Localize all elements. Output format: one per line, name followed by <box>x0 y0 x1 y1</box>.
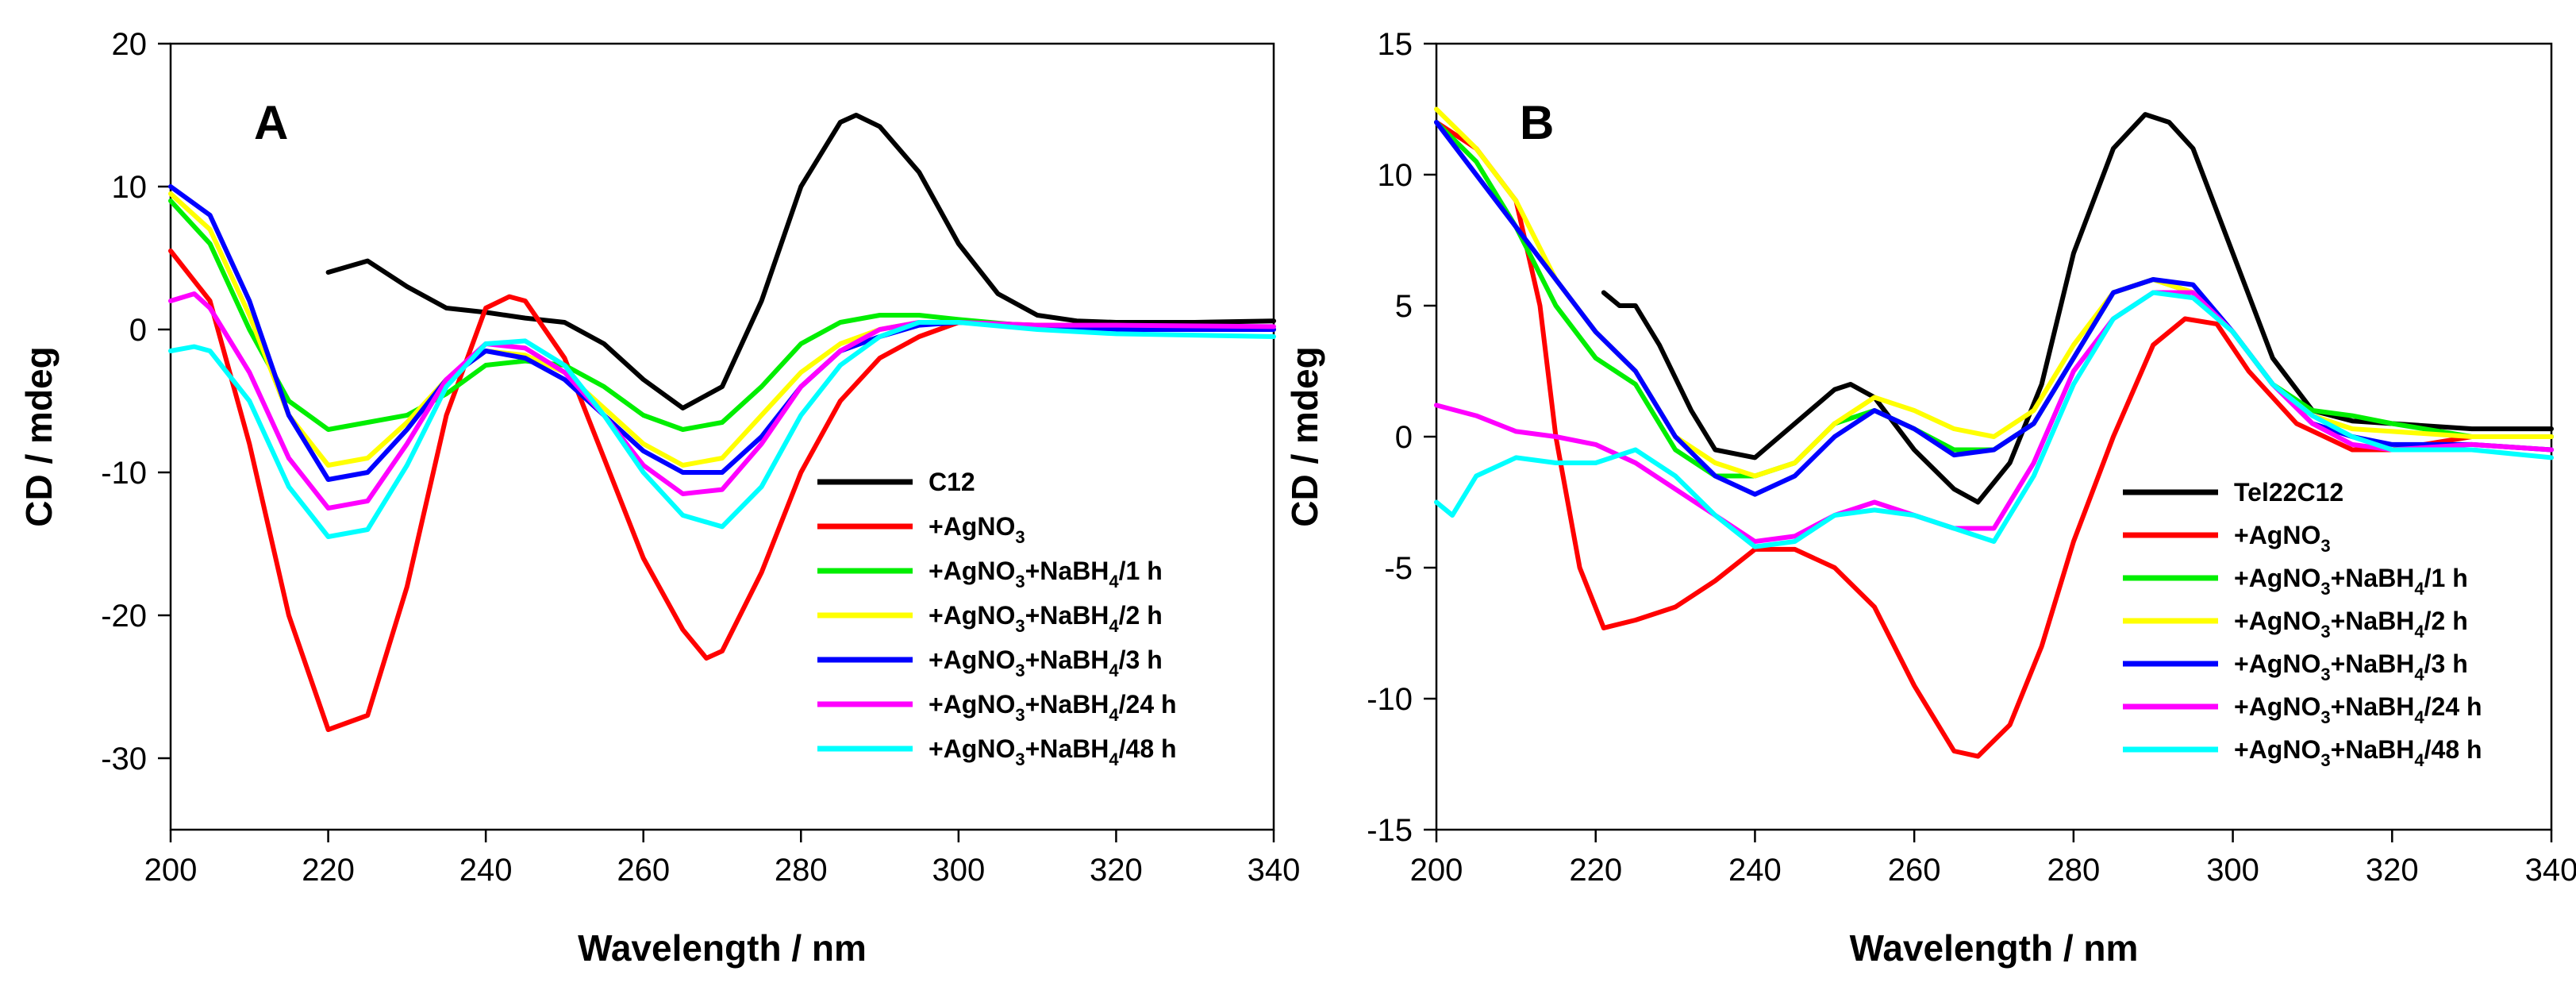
x-tick-label: 240 <box>1728 853 1782 888</box>
legend-label: +AgNO3+NaBH4/1 h <box>2234 564 2468 599</box>
y-tick-label: 15 <box>1378 27 1413 62</box>
legend-label: +AgNO3 <box>2234 521 2331 556</box>
x-tick-label: 280 <box>2047 853 2100 888</box>
series-line-0 <box>1601 112 2554 505</box>
y-tick-label: -10 <box>101 456 147 491</box>
y-tick-label: 5 <box>1395 289 1413 324</box>
legend-label: +AgNO3+NaBH4/2 h <box>2234 607 2468 642</box>
legend-label: +AgNO3+NaBH4/24 h <box>2234 692 2482 727</box>
y-axis-title: CD / mdeg <box>1284 346 1325 526</box>
legend-label: +AgNO3 <box>929 512 1025 547</box>
legend-label: +AgNO3+NaBH4/3 h <box>2234 649 2468 684</box>
series-line-1 <box>1434 120 2554 759</box>
chart-panel-A: 200 220 240 260 280 300 320 340 -30 -20 -10 0 10 20 Wa… <box>18 27 1300 969</box>
x-tick-label: 200 <box>144 853 198 888</box>
legend-label: +AgNO3+NaBH4/3 h <box>929 645 1163 680</box>
y-tick-label: 10 <box>1378 158 1413 193</box>
x-tick-label: 320 <box>1090 853 1143 888</box>
series-line-0 <box>325 113 1276 410</box>
series-line-6 <box>1434 290 2554 549</box>
y-tick-label: -5 <box>1384 551 1413 586</box>
x-axis-title: Wavelength / nm <box>578 927 867 969</box>
series-line-6 <box>168 320 1276 539</box>
series-line-2 <box>168 198 1276 432</box>
x-tick-label: 280 <box>775 853 828 888</box>
x-tick-label: 340 <box>1248 853 1301 888</box>
series-line-1 <box>168 249 1276 732</box>
legend-label: +AgNO3+NaBH4/24 h <box>929 690 1177 725</box>
y-tick-label: -20 <box>101 599 147 634</box>
x-tick-label: 260 <box>1888 853 1941 888</box>
series-line-2 <box>1434 120 2554 479</box>
x-tick-label: 260 <box>617 853 670 888</box>
y-tick-label: 0 <box>129 313 147 348</box>
y-tick-label: -30 <box>101 742 147 776</box>
x-tick-label: 220 <box>302 853 355 888</box>
y-tick-label: 10 <box>112 170 148 205</box>
legend: C12 +AgNO3 +AgNO3+NaBH4/1 h +AgNO3+NaBH4/2 … <box>817 468 1177 769</box>
x-tick-label: 220 <box>1569 853 1622 888</box>
x-axis-title: Wavelength / nm <box>1850 927 2139 969</box>
x-tick-label: 340 <box>2525 853 2576 888</box>
x-tick-label: 320 <box>2366 853 2419 888</box>
y-tick-label: 0 <box>1395 420 1413 455</box>
y-axis-title: CD / mdeg <box>18 346 60 526</box>
legend: Tel22C12 +AgNO3 +AgNO3+NaBH4/1 h +AgNO3+NaB… <box>2123 478 2482 770</box>
plot-frame <box>169 42 1275 831</box>
x-tick-label: 200 <box>1410 853 1463 888</box>
panel-label: A <box>254 96 288 149</box>
y-tick-label: -15 <box>1367 813 1413 848</box>
y-tick-label: 20 <box>112 27 148 62</box>
legend-label: C12 <box>929 468 975 496</box>
x-tick-label: 300 <box>2206 853 2259 888</box>
legend-label: +AgNO3+NaBH4/48 h <box>929 734 1177 769</box>
chart-panel-B: 200 220 240 260 280 300 320 340 -15 -10 -5 0 5 10 15 Wa… <box>1284 27 2576 969</box>
x-tick-label: 300 <box>932 853 985 888</box>
legend-label: +AgNO3+NaBH4/2 h <box>929 601 1163 636</box>
x-tick-label: 240 <box>459 853 513 888</box>
legend-label: Tel22C12 <box>2234 478 2343 507</box>
legend-label: +AgNO3+NaBH4/1 h <box>929 557 1163 591</box>
panel-label: B <box>1520 96 1554 149</box>
series-line-5 <box>1434 290 2554 544</box>
legend-label: +AgNO3+NaBH4/48 h <box>2234 735 2482 770</box>
y-tick-label: -10 <box>1367 682 1413 717</box>
